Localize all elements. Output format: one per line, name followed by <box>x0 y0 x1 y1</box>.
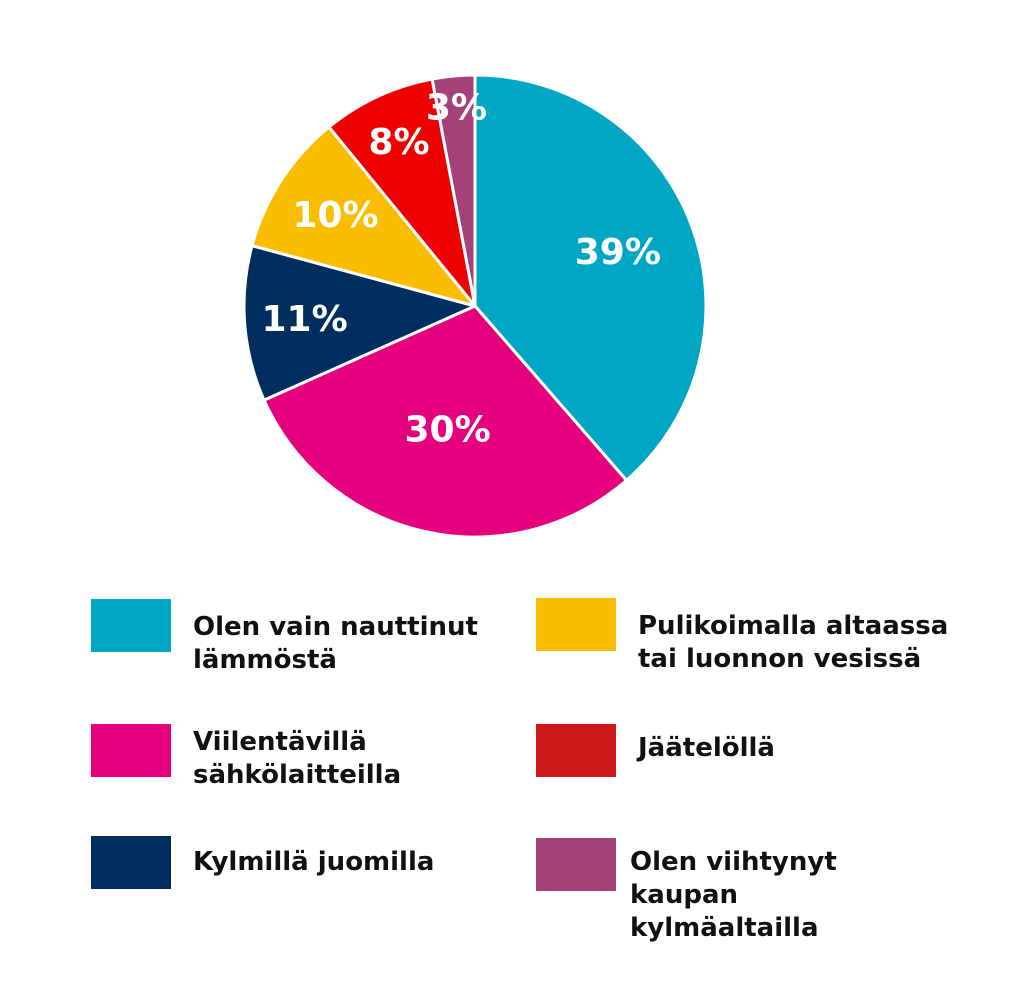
pie-slice-6 <box>430 73 477 308</box>
pie-slice-value-label: 11% <box>261 299 347 340</box>
pie-slice-value-label: 8% <box>368 122 429 163</box>
pie-slice-value-label: 3% <box>426 88 487 129</box>
pie-slice-5 <box>327 77 477 308</box>
pie-slice-2 <box>262 304 629 539</box>
pie-slice-labels: 39% 30% 11% 10% 8%3% <box>261 88 660 451</box>
pie-slice-4 <box>250 125 477 308</box>
pie-slice-value-label: 10% <box>292 195 378 236</box>
pie-slices <box>242 73 708 539</box>
pie-slice-1 <box>473 73 708 482</box>
pie-slice-3 <box>242 244 477 402</box>
pie-slice-value-label: 30% <box>404 410 490 451</box>
pie-slice-value-label: 39% <box>575 232 661 273</box>
